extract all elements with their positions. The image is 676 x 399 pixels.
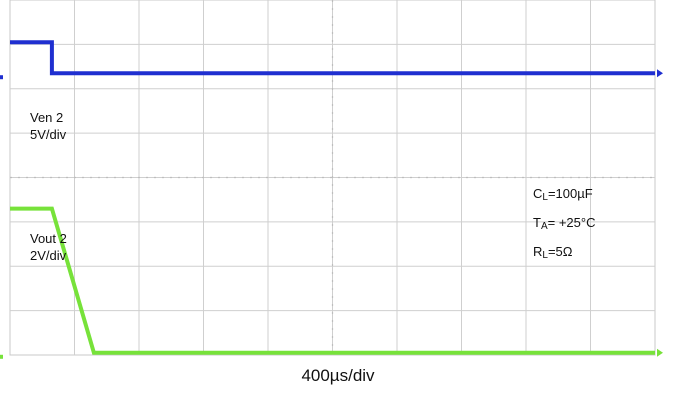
ch1-scale: 5V/div	[30, 127, 67, 142]
condition-cl-value: =100µF	[547, 186, 593, 201]
condition-cl: CL=100µF	[533, 186, 593, 203]
channel-marker-left	[0, 354, 3, 359]
condition-cl-symbol: C	[533, 186, 543, 201]
ch1-label-block: Ven 2 5V/div	[30, 109, 66, 143]
condition-ta-symbol: T	[533, 215, 541, 230]
ch2-label-block: Vout 2 2V/div	[30, 230, 67, 264]
condition-rl-symbol: R	[533, 244, 543, 259]
channel-marker-left	[0, 75, 3, 80]
condition-ta: TA= +25°C	[533, 215, 595, 232]
ch2-scale: 2V/div	[30, 248, 67, 263]
ch2-label: Vout 2	[30, 231, 67, 246]
ch1-label: Ven 2	[30, 110, 64, 125]
channel-markers	[0, 69, 663, 359]
channel-marker-right	[657, 69, 663, 78]
condition-cl-subscript: L	[542, 192, 548, 203]
condition-ta-value: = +25°C	[547, 215, 596, 230]
condition-rl-value: =5Ω	[547, 244, 573, 259]
condition-rl: RL=5Ω	[533, 244, 573, 261]
condition-rl-subscript: L	[542, 250, 548, 261]
trace-ven2	[10, 40, 655, 76]
x-axis-label: 400µs/div	[301, 366, 375, 385]
traces	[10, 40, 655, 355]
graticule	[9, 0, 656, 356]
channel-marker-right	[657, 348, 663, 357]
condition-ta-subscript: A	[540, 221, 548, 232]
trace-vout2	[10, 206, 655, 355]
